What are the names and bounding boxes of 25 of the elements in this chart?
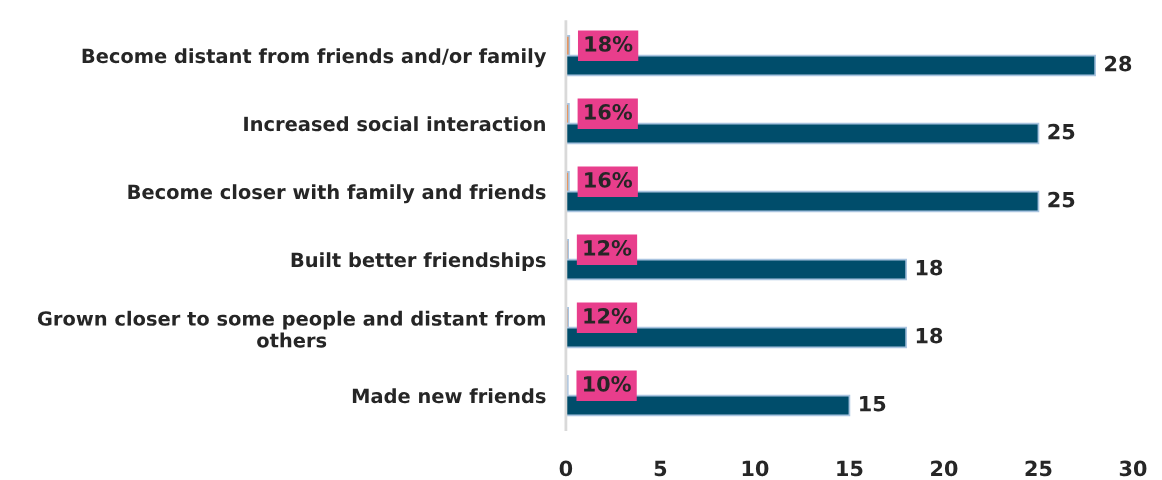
data-label: 18 [916, 259, 943, 276]
data-label: 25 [1048, 191, 1075, 208]
y-tick-label: Grown closer to some people and distant from others [37, 310, 545, 348]
x-tick-label: 5 [654, 460, 667, 477]
x-tick-label: 10 [742, 460, 769, 477]
y-tick-label: Made new friends [352, 388, 546, 404]
data-label: 28 [1105, 55, 1132, 72]
data-label: 16% [585, 104, 633, 120]
x-tick-label: 25 [1025, 460, 1052, 477]
y-tick-label: Become closer with family and friends [128, 184, 546, 204]
x-tick-label: 30 [1119, 460, 1147, 477]
y-tick-label: Become distant from friends and/or family [82, 48, 547, 68]
x-tick-label: 0 [559, 460, 573, 477]
x-tick-label: 20 [931, 460, 958, 477]
data-label: 15 [860, 396, 886, 412]
data-label: 12% [584, 240, 632, 256]
y-tick-label: Increased social interaction [244, 116, 545, 132]
data-label: 18% [585, 36, 633, 52]
y-tick-label: Built better friendships [291, 252, 546, 272]
x-tick-label: 15 [837, 460, 863, 477]
data-label: 18 [916, 327, 943, 344]
data-label: 10% [584, 376, 631, 392]
data-label: 16% [585, 172, 633, 188]
data-label: 12% [584, 308, 632, 324]
data-label: 25 [1048, 123, 1075, 140]
